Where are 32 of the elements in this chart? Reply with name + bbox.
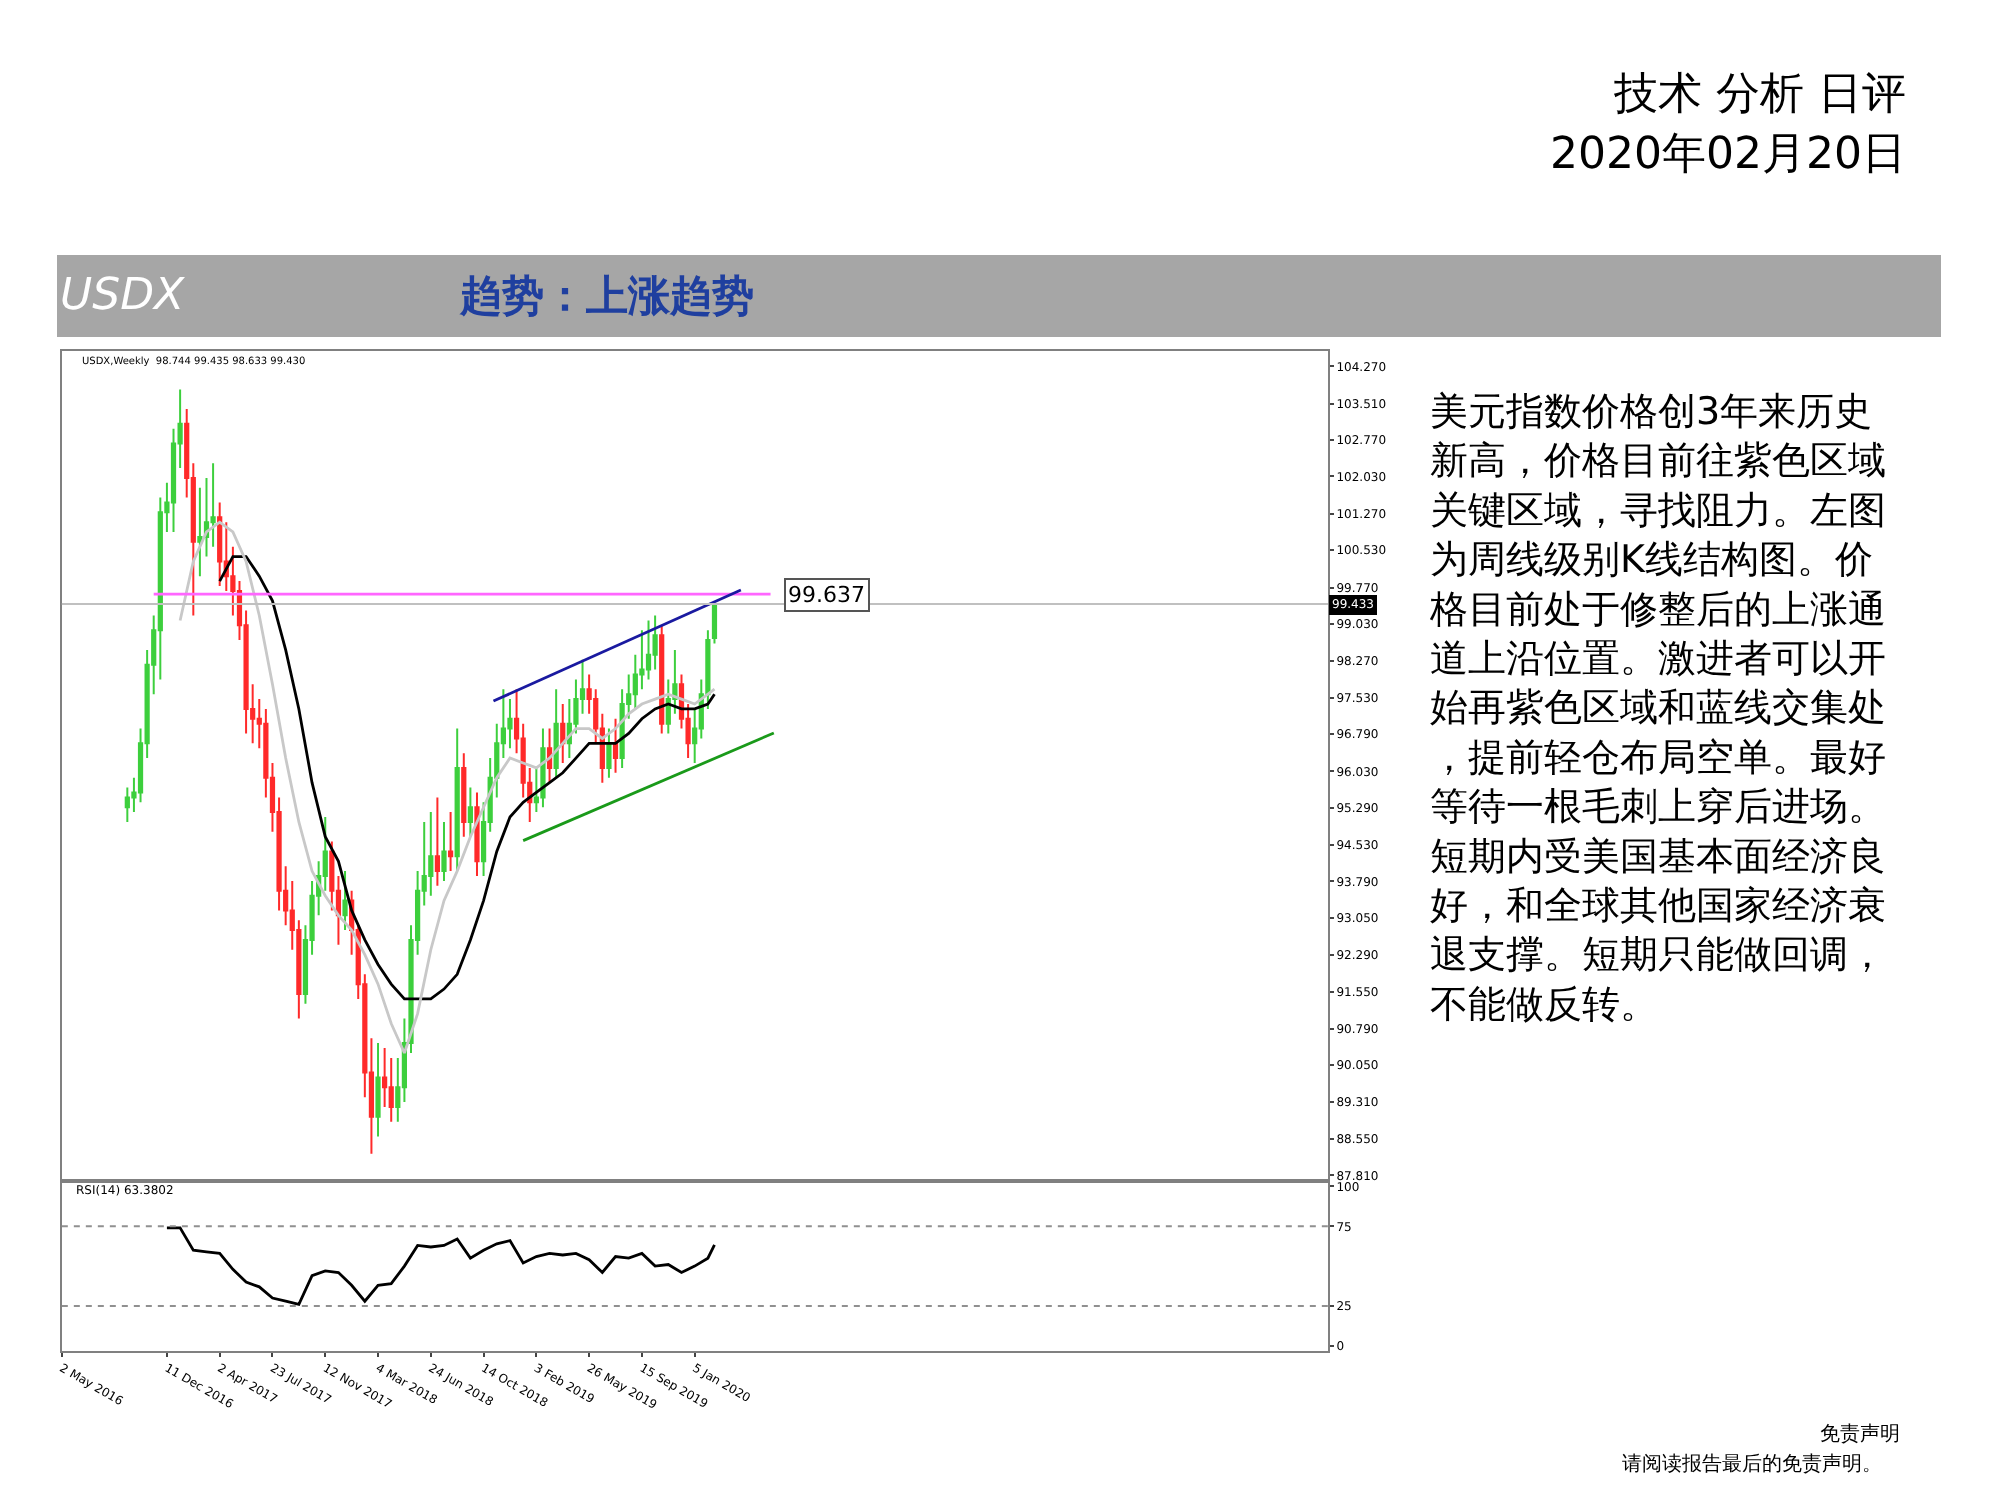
candlestick (197, 486, 203, 578)
annotation: 99.637 (788, 582, 865, 608)
candlestick (434, 796, 441, 887)
text: 免责声明 (1820, 1422, 1900, 1446)
chart-title: USDX (60, 271, 187, 321)
text: 2020年02月20日 (1550, 130, 1906, 180)
candlestick (659, 624, 665, 735)
candlestick (652, 614, 658, 671)
candlestick (447, 811, 454, 873)
line-series (218, 555, 716, 1001)
candlestick (645, 619, 652, 681)
candlestick (553, 688, 559, 779)
text: 请阅读报告最后的免责声明。 (1622, 1452, 1882, 1476)
chart-subtitle: 趋势：上涨趋势 (458, 272, 754, 320)
candlestick (375, 1042, 381, 1138)
candlestick (441, 820, 447, 882)
candlestick (124, 786, 130, 823)
candlestick (560, 703, 566, 764)
candlestick (388, 1056, 394, 1123)
candlestick (474, 791, 480, 878)
text: 美元指数价格创3年来历史新高，价格目前往紫色区域关键区域，寻找阻力。左图为周线级别K线结构图。价格目前处于修整后的上涨通道上沿位置。激进者可以开始再紫色区域和蓝线交集处，提前轻仓布局空单。最好等待一根毛刺上穿后进场。短期内受美国基本面经济良好，和全球其他国家经济衰退支撑。短期只能做回调，不能做反转。 (1430, 390, 1886, 1027)
line-series (165, 1226, 716, 1306)
candlestick (467, 786, 473, 838)
text: 技术 分析 日评 (1612, 70, 1906, 120)
candlestick (546, 727, 553, 784)
candlestick (612, 717, 619, 774)
candlestick (342, 870, 348, 932)
candlestick (217, 501, 223, 588)
candlestick (461, 752, 467, 838)
candlestick (454, 727, 460, 873)
candlestick (540, 727, 546, 809)
candlestick (606, 727, 612, 779)
